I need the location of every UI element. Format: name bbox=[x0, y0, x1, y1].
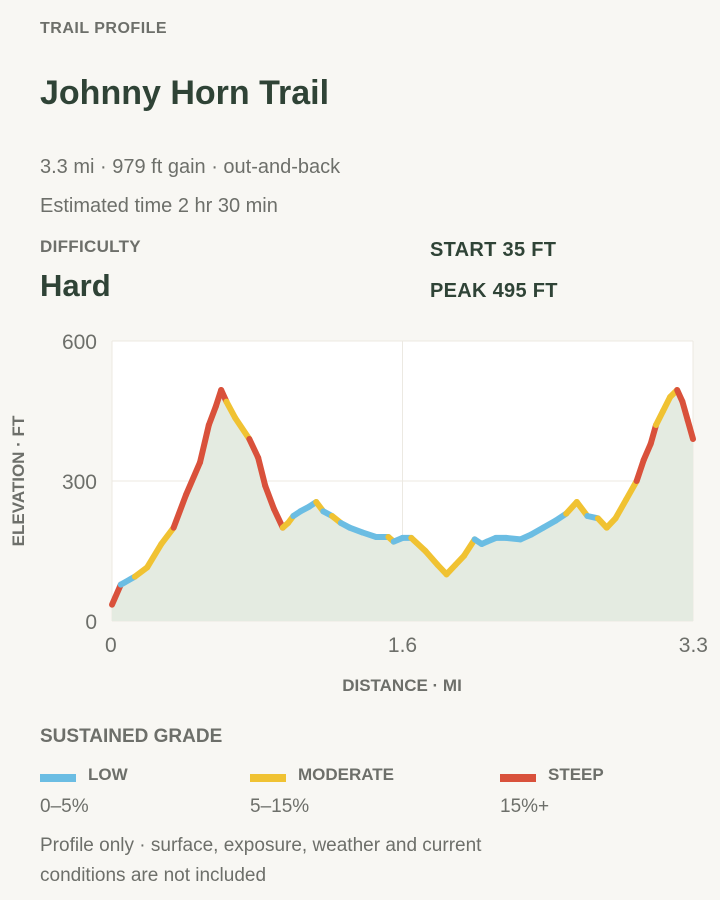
profile-segment bbox=[182, 459, 204, 498]
x-tick-label: 3.3 bbox=[679, 634, 708, 657]
elevation-area bbox=[112, 390, 693, 621]
x-axis-ticks: 0 1.6 3.3 bbox=[105, 634, 708, 657]
profile-segment bbox=[633, 457, 647, 484]
y-tick-label: 300 bbox=[62, 471, 97, 494]
trail-title: Johnny Horn Trail bbox=[40, 74, 330, 112]
x-tick-label: 0 bbox=[105, 634, 117, 657]
profile-segment bbox=[422, 548, 441, 568]
profile-segment bbox=[144, 541, 165, 571]
y-axis-label: ELEVATION · FT bbox=[9, 415, 28, 546]
legend-swatch-low bbox=[40, 774, 76, 782]
profile-segment bbox=[408, 534, 429, 554]
profile-segment bbox=[623, 478, 640, 503]
legend-range: 5–15% bbox=[250, 796, 310, 817]
disclaimer-note: Profile only · surface, exposure, weathe… bbox=[40, 835, 482, 886]
x-tick-label: 1.6 bbox=[388, 634, 417, 657]
peak-elevation: PEAK 495 FT bbox=[430, 280, 558, 302]
legend-range: 15%+ bbox=[500, 796, 550, 817]
profile-segment bbox=[679, 398, 691, 424]
profile-segment bbox=[612, 496, 630, 522]
profile-segment bbox=[255, 454, 269, 489]
x-axis-label: DISTANCE · MI bbox=[342, 676, 462, 695]
profile-segment bbox=[197, 422, 212, 466]
trail-meta: 3.3 mi · 979 ft gain · out-and-back bbox=[40, 156, 341, 178]
profile-segment bbox=[205, 403, 219, 428]
section-eyebrow: TRAIL PROFILE bbox=[40, 20, 168, 37]
legend-range: 0–5% bbox=[40, 796, 89, 817]
profile-segment bbox=[223, 398, 239, 421]
y-axis-ticks: 600 300 0 bbox=[62, 331, 97, 634]
profile-segment bbox=[461, 536, 478, 559]
profile-segment bbox=[170, 492, 189, 531]
legend-title: SUSTAINED GRADE bbox=[40, 726, 223, 747]
profile-segment bbox=[270, 506, 286, 531]
y-tick-label: 600 bbox=[62, 331, 97, 354]
legend-swatch-steep bbox=[500, 774, 536, 782]
legend-name: LOW bbox=[88, 765, 128, 784]
difficulty-value: Hard bbox=[40, 268, 111, 303]
elevation-chart: 600 300 0 0 1.6 3.3 ELEVATION · FT DISTANCE … bbox=[9, 331, 708, 695]
profile-segment bbox=[647, 422, 660, 447]
profile-segment bbox=[262, 482, 277, 512]
legend-name: STEEP bbox=[548, 765, 604, 784]
profile-segment bbox=[109, 581, 124, 608]
estimated-time: Estimated time 2 hr 30 min bbox=[40, 195, 278, 217]
y-tick-label: 0 bbox=[85, 611, 97, 634]
legend-name: MODERATE bbox=[298, 765, 395, 784]
start-elevation: START 35 FT bbox=[430, 239, 557, 261]
elevation-line bbox=[109, 387, 696, 608]
difficulty-label: DIFFICULTY bbox=[40, 237, 141, 256]
profile-segment bbox=[684, 417, 696, 442]
profile-segment bbox=[246, 436, 262, 461]
legend-swatch-moderate bbox=[250, 774, 286, 782]
profile-segment bbox=[232, 415, 253, 442]
profile-segment bbox=[158, 524, 177, 547]
